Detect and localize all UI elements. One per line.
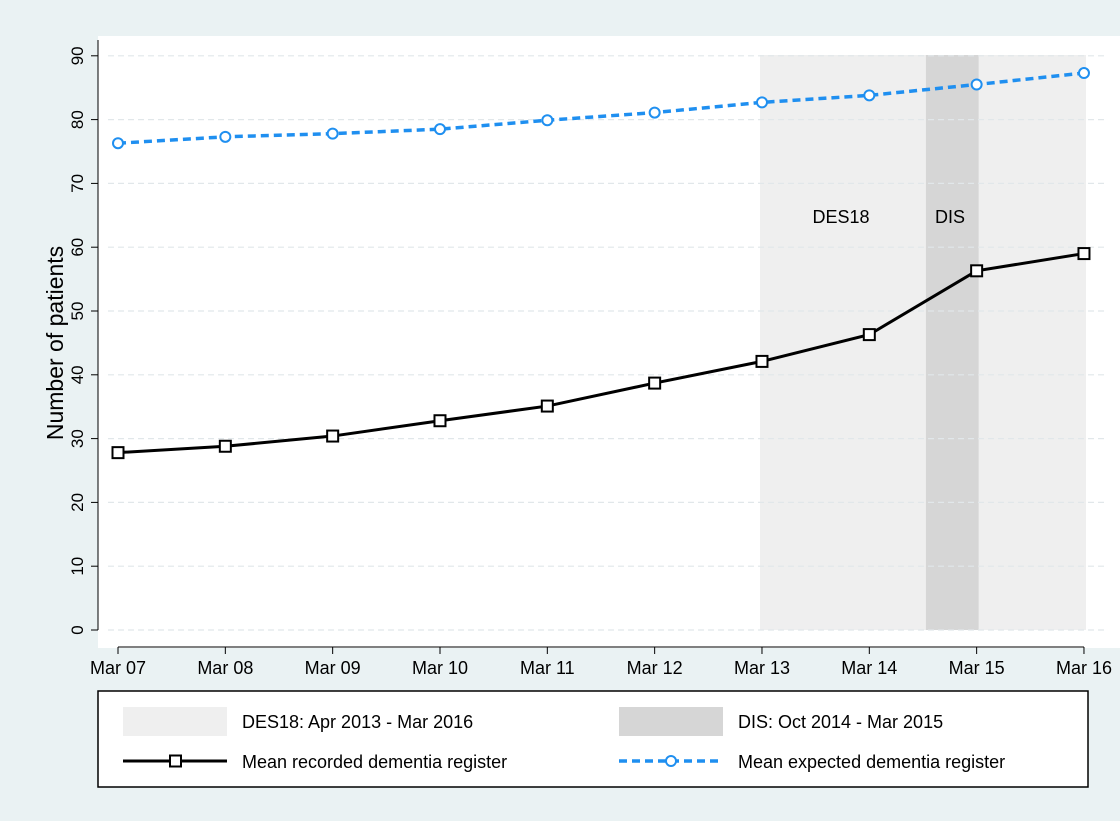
x-tick-label: Mar 16 <box>1056 658 1112 678</box>
data-point <box>540 399 554 413</box>
shaded-periods <box>759 55 1086 630</box>
y-tick-label: 60 <box>68 238 87 257</box>
x-tick-label: Mar 14 <box>841 658 897 678</box>
data-point <box>541 114 554 127</box>
y-tick-label: 10 <box>68 557 87 576</box>
x-tick-label: Mar 12 <box>627 658 683 678</box>
y-tick-label: 30 <box>68 429 87 448</box>
data-point <box>112 137 124 150</box>
legend-label: Mean recorded dementia register <box>242 752 507 772</box>
data-point <box>218 439 232 453</box>
shaded-period-label: DIS <box>935 207 965 227</box>
x-tick-label: Mar 10 <box>412 658 468 678</box>
x-tick-label: Mar 09 <box>305 658 361 678</box>
series-line <box>117 71 1085 145</box>
gridlines <box>108 55 1106 631</box>
y-tick-label: 70 <box>68 174 87 193</box>
data-point <box>648 376 662 390</box>
data-point <box>648 106 661 119</box>
data-point <box>970 264 984 278</box>
data-point <box>970 78 983 91</box>
data-point <box>219 130 232 143</box>
y-axis-label: Number of patients <box>42 246 68 440</box>
data-point <box>1077 67 1090 80</box>
y-tick-label: 50 <box>68 302 87 321</box>
data-point <box>1077 247 1091 261</box>
data-point <box>863 89 876 102</box>
y-tick-label: 90 <box>68 46 87 65</box>
shaded-period-labels: DES18 DIS <box>812 207 965 227</box>
data-point <box>755 354 769 368</box>
x-tick-label: Mar 08 <box>197 658 253 678</box>
x-tick-label: Mar 07 <box>90 658 146 678</box>
legend-marker <box>665 755 677 767</box>
data-point <box>433 414 447 428</box>
shaded-period-label: DES18 <box>812 207 869 227</box>
x-axis: Mar 07 Mar 08 Mar 09 Mar 10 Mar 11 Mar 12 Mar … <box>90 646 1112 678</box>
legend-label: DIS: Oct 2014 - Mar 2015 <box>738 712 943 732</box>
y-tick-label: 80 <box>68 110 87 129</box>
data-point <box>755 96 768 109</box>
y-axis: 0 10 20 30 40 50 60 70 80 90 <box>68 40 99 635</box>
legend: DES18: Apr 2013 - Mar 2016 DIS: Oct 2014 … <box>97 690 1089 788</box>
data-point <box>326 127 339 140</box>
legend-swatch <box>123 707 227 736</box>
legend-box <box>97 690 1089 788</box>
y-tick-label: 0 <box>68 625 87 634</box>
x-tick-label: Mar 15 <box>949 658 1005 678</box>
legend-label: Mean expected dementia register <box>738 752 1005 772</box>
legend-label: DES18: Apr 2013 - Mar 2016 <box>242 712 473 732</box>
data-point <box>111 446 125 460</box>
legend-swatch <box>619 707 723 736</box>
data-point <box>433 123 446 136</box>
series-line <box>117 252 1085 455</box>
y-tick-label: 20 <box>68 493 87 512</box>
y-tick-label: 40 <box>68 365 87 384</box>
legend-marker <box>169 754 182 768</box>
series-lines <box>111 67 1091 460</box>
x-tick-label: Mar 11 <box>520 658 575 678</box>
shaded-period <box>925 55 979 630</box>
x-tick-label: Mar 13 <box>734 658 790 678</box>
data-point <box>326 429 340 443</box>
data-point <box>862 328 876 342</box>
shaded-period <box>759 55 1086 630</box>
